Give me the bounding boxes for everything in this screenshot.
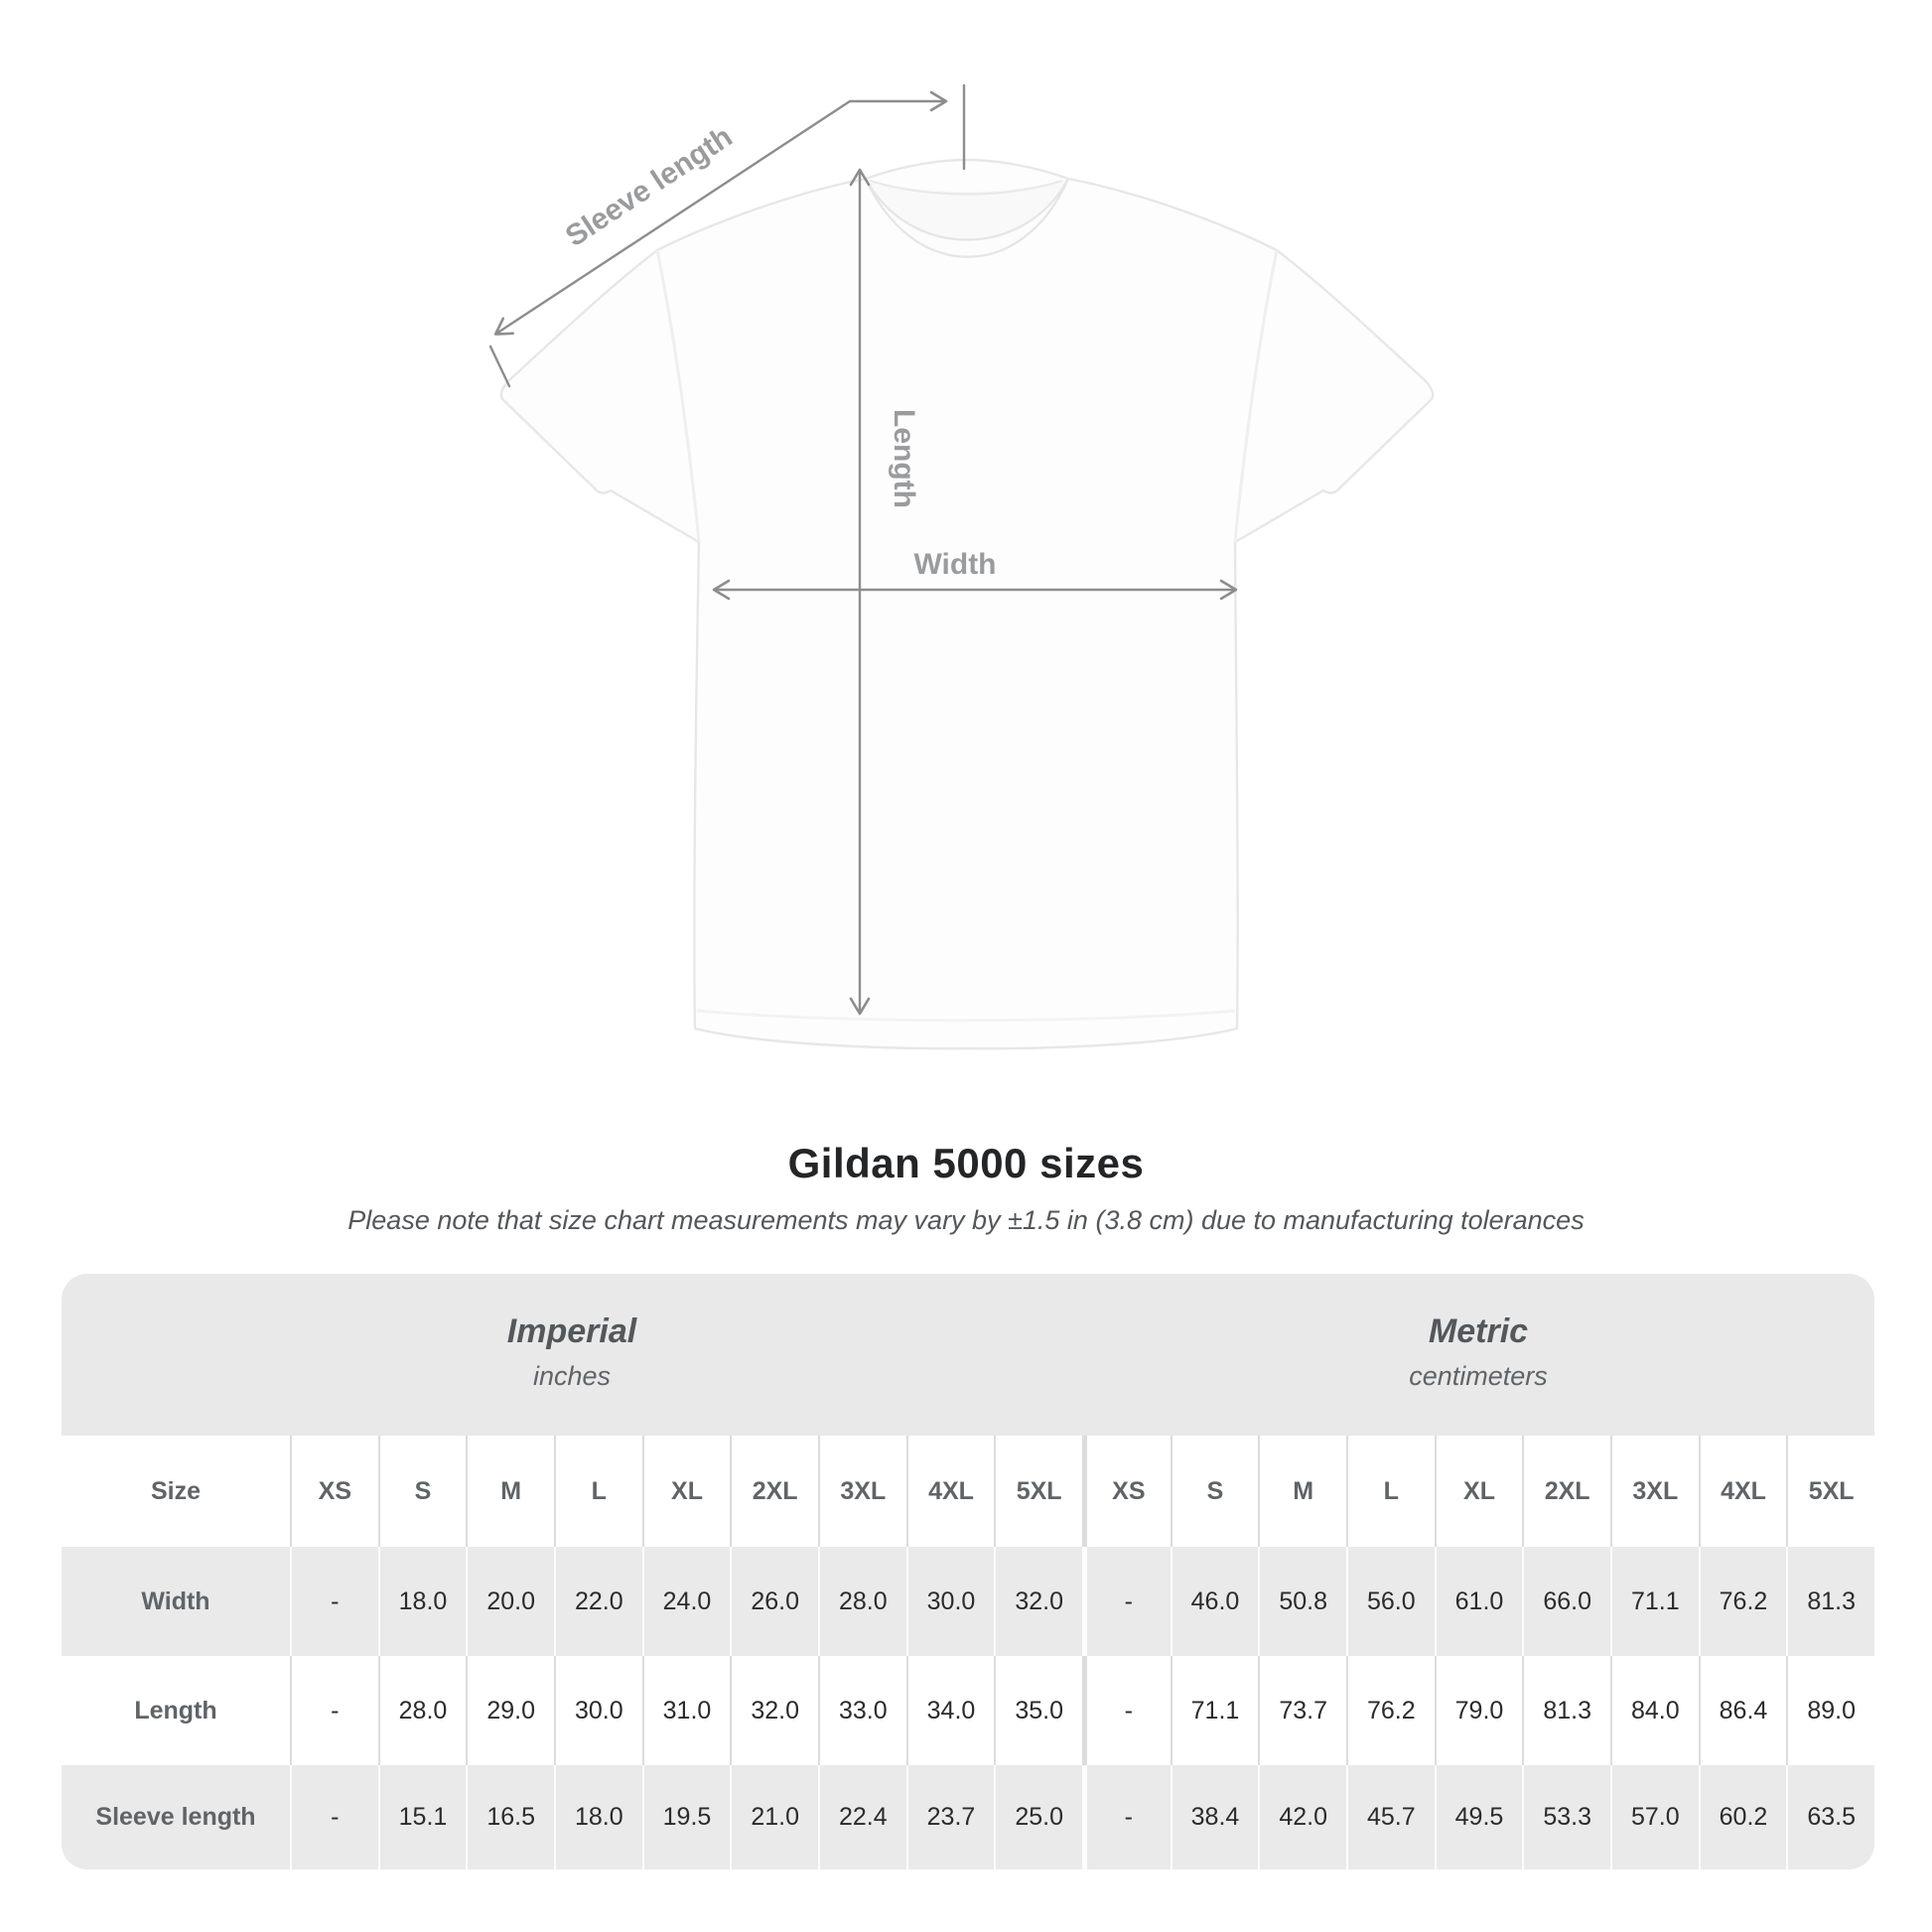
size-header: S xyxy=(377,1436,467,1547)
table-cell: 28.0 xyxy=(817,1547,906,1656)
table-cell: 49.5 xyxy=(1434,1765,1523,1869)
table-cell: - xyxy=(290,1656,378,1765)
size-header: L xyxy=(1345,1436,1435,1547)
table-cell: 30.0 xyxy=(905,1547,995,1656)
table-cell: 26.0 xyxy=(730,1547,818,1656)
table-cell: 66.0 xyxy=(1522,1547,1610,1656)
size-header: 4XL xyxy=(1698,1436,1787,1547)
table-cell: 19.5 xyxy=(641,1765,731,1869)
table-cell: 18.0 xyxy=(553,1765,642,1869)
table-cell: 38.4 xyxy=(1170,1765,1259,1869)
table-cell: 84.0 xyxy=(1609,1656,1699,1765)
size-header: 2XL xyxy=(730,1436,818,1547)
size-header: XS xyxy=(1081,1436,1171,1547)
size-header: XL xyxy=(1434,1436,1523,1547)
table-row-sleeve-length: Sleeve length - 15.1 16.5 18.0 19.5 21.0… xyxy=(62,1765,1874,1869)
size-header: 3XL xyxy=(817,1436,906,1547)
row-label: Sleeve length xyxy=(95,1803,256,1831)
table-cell: 81.3 xyxy=(1786,1547,1874,1656)
imperial-header: Imperial inches xyxy=(62,1274,1082,1436)
table-cell: 71.1 xyxy=(1170,1656,1259,1765)
table-cell: - xyxy=(290,1765,378,1869)
table-cell: 61.0 xyxy=(1434,1547,1523,1656)
table-cell: 33.0 xyxy=(817,1656,906,1765)
size-header: 5XL xyxy=(1786,1436,1874,1547)
table-cell: 16.5 xyxy=(466,1765,554,1869)
table-cell: 22.4 xyxy=(817,1765,906,1869)
table-row-length: Length - 28.0 29.0 30.0 31.0 32.0 33.0 3… xyxy=(62,1656,1874,1765)
table-cell: 32.0 xyxy=(994,1547,1082,1656)
table-cell: 53.3 xyxy=(1522,1765,1610,1869)
size-header: 3XL xyxy=(1609,1436,1699,1547)
sleeve-length-diagonal-arrow xyxy=(493,99,852,336)
table-cell: - xyxy=(1081,1656,1171,1765)
imperial-unit: inches xyxy=(532,1360,612,1391)
table-cell: 21.0 xyxy=(730,1765,818,1869)
tolerance-note: Please note that size chart measurements… xyxy=(347,1205,1585,1235)
table-cell: 42.0 xyxy=(1258,1765,1346,1869)
size-header: S xyxy=(1170,1436,1259,1547)
table-cell: 50.8 xyxy=(1258,1547,1346,1656)
width-label: Width xyxy=(913,548,996,581)
size-header: M xyxy=(466,1436,554,1547)
table-cell: 24.0 xyxy=(641,1547,731,1656)
table-cell: 71.1 xyxy=(1609,1547,1699,1656)
table-cell: 45.7 xyxy=(1345,1765,1435,1869)
table-cell: 79.0 xyxy=(1434,1656,1523,1765)
size-header: 5XL xyxy=(994,1436,1082,1547)
table-cell: 76.2 xyxy=(1345,1656,1435,1765)
table-cell: 56.0 xyxy=(1345,1547,1435,1656)
table-cell: 23.7 xyxy=(905,1765,995,1869)
size-header: XL xyxy=(641,1436,731,1547)
size-header: M xyxy=(1258,1436,1346,1547)
row-label: Length xyxy=(134,1696,217,1725)
table-cell: 34.0 xyxy=(905,1656,995,1765)
table-cell: 73.7 xyxy=(1258,1656,1346,1765)
table-cell: 81.3 xyxy=(1522,1656,1610,1765)
table-row-width: Width - 18.0 20.0 22.0 24.0 26.0 28.0 30… xyxy=(62,1547,1874,1656)
size-header: L xyxy=(553,1436,642,1547)
table-cell: 31.0 xyxy=(641,1656,731,1765)
size-header-row: Size XS S M L XL 2XL 3XL 4XL 5XL XS S M … xyxy=(62,1436,1874,1547)
table-cell: - xyxy=(1081,1765,1171,1869)
table-cell: 15.1 xyxy=(377,1765,467,1869)
metric-title: Metric xyxy=(1428,1311,1529,1350)
table-cell: 35.0 xyxy=(994,1656,1082,1765)
size-table: Imperial inches Metric centimeters Size … xyxy=(62,1274,1874,1869)
table-cell: - xyxy=(1081,1547,1171,1656)
metric-unit: centimeters xyxy=(1409,1360,1548,1391)
metric-header: Metric centimeters xyxy=(1082,1274,1874,1436)
tshirt-graphic xyxy=(499,158,1435,1050)
table-cell: 76.2 xyxy=(1698,1547,1787,1656)
table-cell: 89.0 xyxy=(1786,1656,1874,1765)
table-cell: 32.0 xyxy=(730,1656,818,1765)
table-cell: 63.5 xyxy=(1786,1765,1874,1869)
size-header: 2XL xyxy=(1522,1436,1610,1547)
table-cell: 57.0 xyxy=(1609,1765,1699,1869)
table-cell: 28.0 xyxy=(377,1656,467,1765)
length-label: Length xyxy=(888,409,920,508)
tshirt-diagram: Sleeve length Length Width xyxy=(488,83,1435,1050)
table-cell: 30.0 xyxy=(553,1656,642,1765)
sleeve-tip-leader xyxy=(488,345,511,388)
table-cell: - xyxy=(290,1547,378,1656)
table-cell: 22.0 xyxy=(553,1547,642,1656)
size-header: XS xyxy=(290,1436,378,1547)
measurement-lines xyxy=(488,83,1238,1016)
table-cell: 29.0 xyxy=(466,1656,554,1765)
table-cell: 25.0 xyxy=(994,1765,1082,1869)
table-cell: 86.4 xyxy=(1698,1656,1787,1765)
table-cell: 20.0 xyxy=(466,1547,554,1656)
table-cell: 18.0 xyxy=(377,1547,467,1656)
page-title: Gildan 5000 sizes xyxy=(787,1140,1145,1186)
row-label: Width xyxy=(141,1587,210,1615)
table-cell: 60.2 xyxy=(1698,1765,1787,1869)
table-cell: 46.0 xyxy=(1170,1547,1259,1656)
size-column-header: Size xyxy=(150,1476,202,1505)
imperial-title: Imperial xyxy=(506,1311,637,1350)
unit-header-row: Imperial inches Metric centimeters xyxy=(62,1274,1874,1436)
size-header: 4XL xyxy=(905,1436,995,1547)
